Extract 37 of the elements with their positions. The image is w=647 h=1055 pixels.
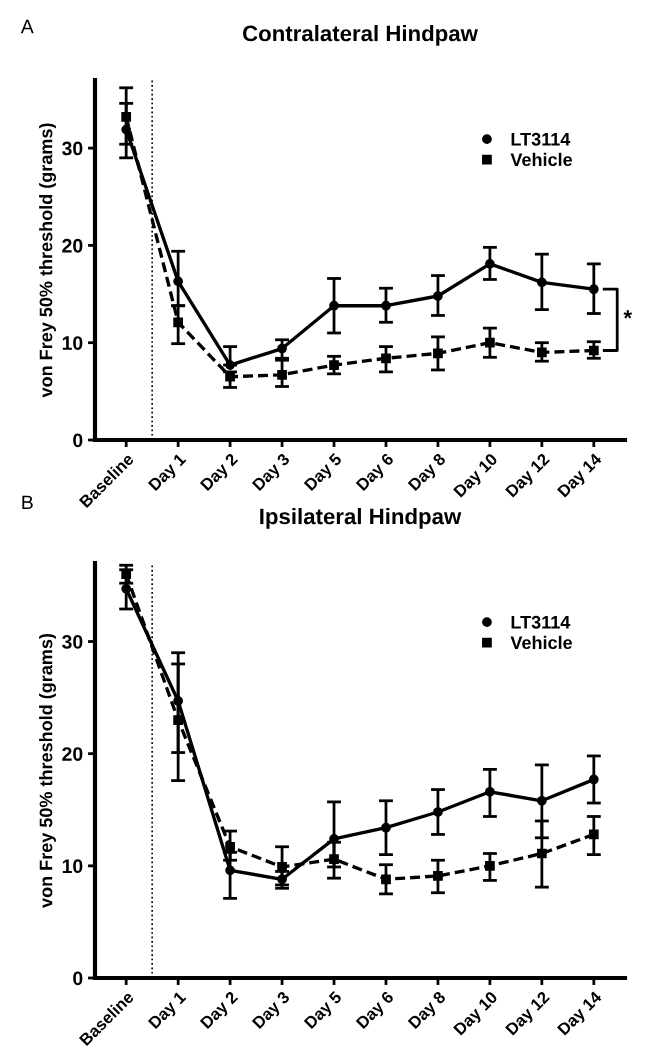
x-tick-label: Day 2 bbox=[199, 452, 241, 494]
y-tick-label: 20 bbox=[62, 238, 83, 253]
legend-label: Vehicle bbox=[510, 635, 573, 650]
x-tick-label: Day 8 bbox=[407, 452, 449, 494]
x-tick-label: Day 10 bbox=[453, 990, 501, 1038]
chart-title: Contralateral Hindpaw bbox=[243, 25, 478, 46]
x-tick-label: Day 8 bbox=[407, 990, 449, 1032]
y-axis-title: von Frey 50% threshold (grams) bbox=[39, 123, 57, 398]
x-tick-label: Day 2 bbox=[199, 990, 241, 1032]
x-tick-label: Day 3 bbox=[251, 990, 293, 1032]
legend-label: LT3114 bbox=[511, 132, 571, 146]
y-tick-label: 10 bbox=[62, 859, 83, 874]
y-tick-label: 10 bbox=[62, 336, 83, 350]
legend-label: LT3114 bbox=[511, 615, 571, 629]
y-tick-label: 30 bbox=[62, 634, 83, 649]
x-tick-label: Day 12 bbox=[504, 452, 553, 500]
chart-title: Ipsilateral Hindpaw bbox=[260, 508, 462, 529]
text: B bbox=[22, 495, 33, 510]
y-axis-title: von Frey 50% threshold (grams) bbox=[39, 633, 57, 908]
x-tick-label: Day 10 bbox=[453, 452, 501, 500]
x-tick-label: Day 1 bbox=[147, 990, 189, 1032]
y-tick-label: 20 bbox=[62, 747, 83, 761]
text: A bbox=[20, 19, 34, 34]
annotation: * bbox=[623, 310, 633, 319]
x-tick-label: Day 12 bbox=[504, 990, 553, 1038]
x-tick-label: Day 3 bbox=[251, 452, 293, 494]
x-tick-label: Day 6 bbox=[355, 990, 397, 1032]
x-tick-label: Day 5 bbox=[303, 452, 345, 494]
x-tick-label: Day 6 bbox=[355, 452, 397, 494]
x-tick-label: Day 14 bbox=[557, 452, 605, 500]
x-tick-label: Day 1 bbox=[147, 452, 189, 494]
y-tick-label: 30 bbox=[62, 141, 83, 156]
y-tick-label: 0 bbox=[73, 971, 83, 986]
y-tick-label: 0 bbox=[73, 433, 83, 448]
x-tick-label: Day 5 bbox=[303, 990, 345, 1032]
x-tick-label: Day 14 bbox=[557, 990, 605, 1038]
legend-label: Vehicle bbox=[510, 152, 573, 167]
